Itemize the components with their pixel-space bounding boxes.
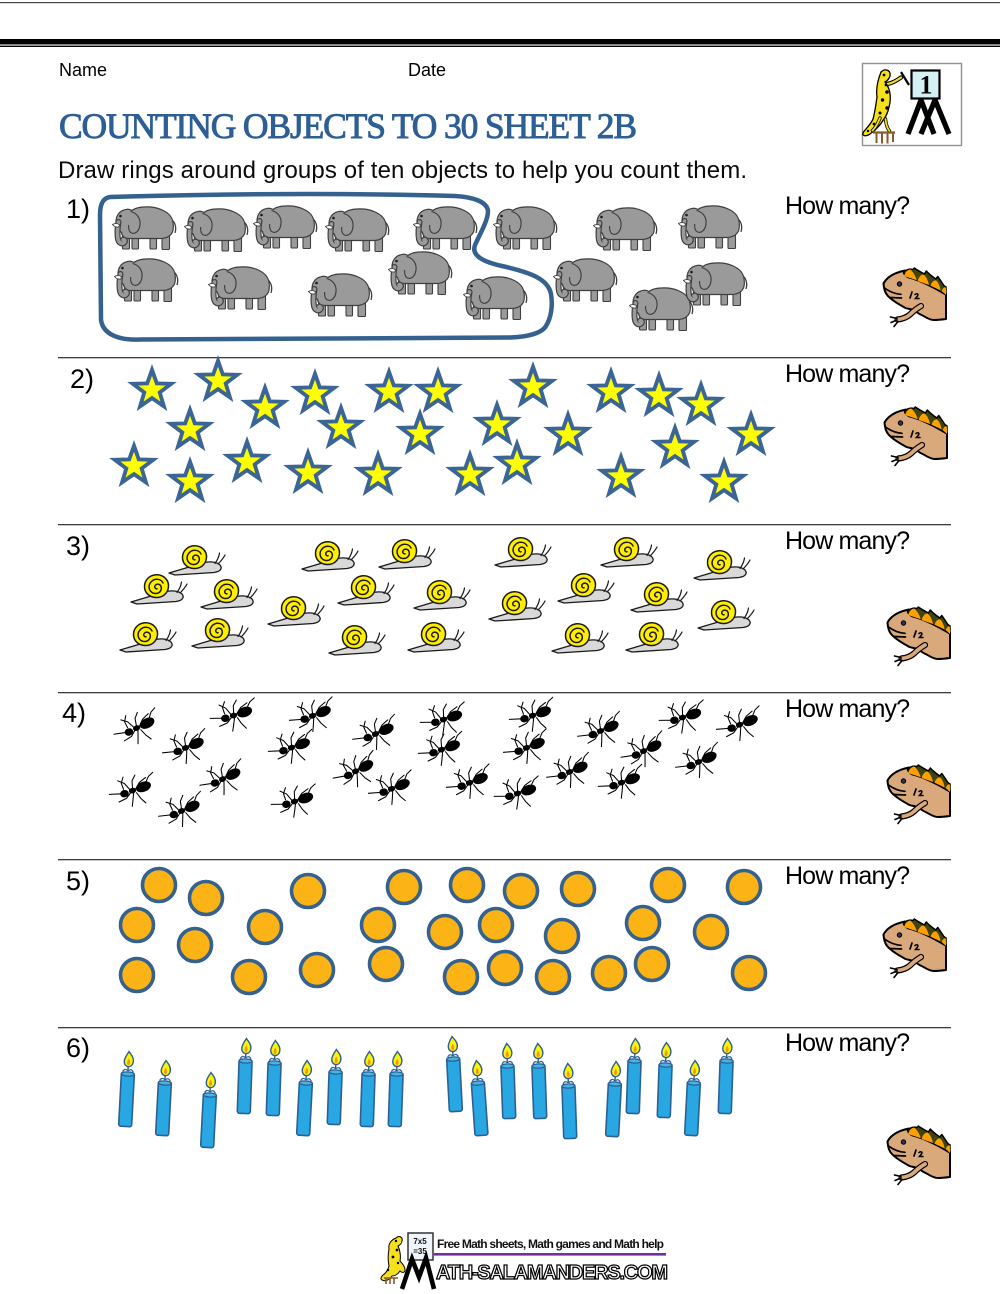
svg-text:1: 1: [920, 71, 933, 100]
svg-text:How many?: How many?: [785, 192, 910, 220]
svg-text:ATH-SALAMANDERS.COM: ATH-SALAMANDERS.COM: [436, 1262, 670, 1284]
svg-text:3): 3): [66, 531, 90, 561]
svg-text:How many?: How many?: [785, 1029, 910, 1057]
svg-text:How many?: How many?: [785, 360, 910, 388]
svg-text:How many?: How many?: [785, 695, 910, 723]
svg-text:5): 5): [66, 866, 90, 896]
svg-text:How many?: How many?: [785, 527, 910, 555]
svg-text:How many?: How many?: [785, 862, 910, 890]
svg-text:7x5: 7x5: [413, 1237, 427, 1246]
svg-text:Free Math sheets, Math games a: Free Math sheets, Math games and Math he…: [437, 1237, 664, 1251]
svg-text:=35: =35: [413, 1247, 427, 1256]
svg-text:1): 1): [66, 194, 90, 224]
svg-text:Date: Date: [408, 60, 446, 80]
svg-text:6): 6): [66, 1033, 90, 1063]
svg-text:Name: Name: [59, 60, 107, 80]
svg-text:COUNTING OBJECTS TO 30 SHEET 2: COUNTING OBJECTS TO 30 SHEET 2B: [59, 106, 637, 146]
svg-text:4): 4): [62, 698, 86, 728]
svg-text:Draw rings around groups of te: Draw rings around groups of ten objects …: [58, 157, 747, 184]
svg-text:2): 2): [70, 364, 94, 394]
